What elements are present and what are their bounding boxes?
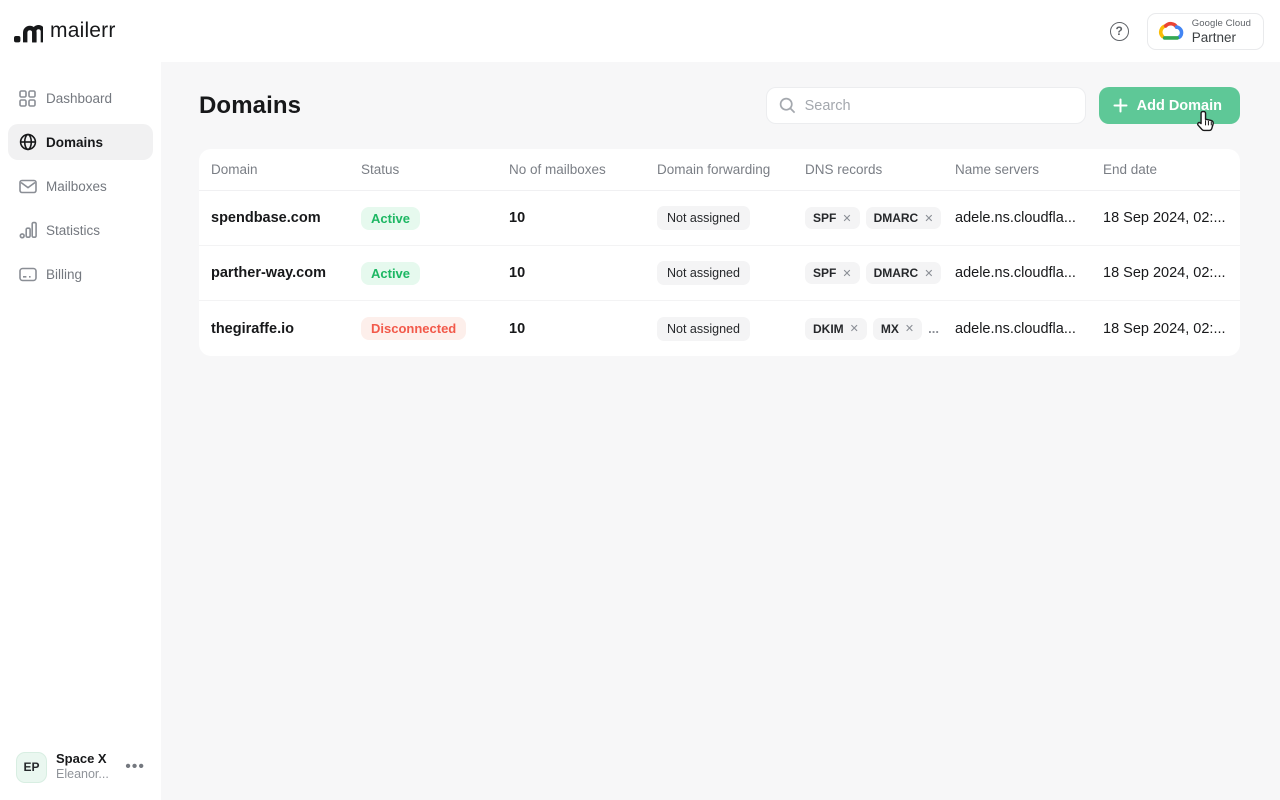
close-icon[interactable]: ✕ xyxy=(842,212,852,225)
plus-icon xyxy=(1113,98,1128,113)
bar-chart-icon xyxy=(18,221,37,240)
search-icon xyxy=(779,97,796,114)
sidebar-item-domains[interactable]: Domains xyxy=(8,124,153,160)
table-row[interactable]: spendbase.com Active 10 Not assigned SPF… xyxy=(199,191,1240,246)
dns-record-tag: DMARC ✕ xyxy=(865,207,942,229)
sidebar-item-label: Dashboard xyxy=(46,90,113,106)
sidebar-item-label: Domains xyxy=(46,134,104,150)
mail-icon xyxy=(18,177,37,196)
domains-table: Domain Status No of mailboxes Domain for… xyxy=(199,149,1240,356)
forwarding-badge: Not assigned xyxy=(657,316,750,341)
mailboxes-cell: 10 xyxy=(509,320,526,337)
dns-record-tag: DMARC ✕ xyxy=(865,262,942,284)
workspace-name: Space X xyxy=(56,751,107,767)
sidebar-item-label: Statistics xyxy=(46,222,101,238)
user-menu-ellipsis-icon[interactable]: ••• xyxy=(125,758,145,776)
col-mailboxes: No of mailboxes xyxy=(509,162,606,177)
forwarding-badge: Not assigned xyxy=(657,206,750,230)
page-title: Domains xyxy=(199,91,302,119)
close-icon[interactable]: ✕ xyxy=(849,323,859,335)
close-icon[interactable]: ✕ xyxy=(842,267,852,280)
dns-record-tag: SPF ✕ xyxy=(805,262,860,284)
sidebar: Dashboard Domains Mailboxes Statistics xyxy=(0,62,161,800)
main-content: Domains Add Domain Do xyxy=(161,62,1280,800)
status-badge: Active xyxy=(361,261,421,285)
close-icon[interactable]: ✕ xyxy=(924,267,934,280)
mailboxes-cell: 10 xyxy=(509,210,526,226)
forwarding-badge: Not assigned xyxy=(657,261,750,285)
status-badge: Disconnected xyxy=(361,317,467,340)
table-header-row: Domain Status No of mailboxes Domain for… xyxy=(199,149,1240,191)
col-domain: Domain xyxy=(211,162,258,177)
status-badge: Active xyxy=(361,206,421,230)
brand-name: mailerr xyxy=(50,19,116,42)
sidebar-item-billing[interactable]: Billing xyxy=(8,256,153,292)
nameservers-cell: adele.ns.cloudfla... xyxy=(955,265,1076,281)
nameservers-cell: adele.ns.cloudfla... xyxy=(955,210,1076,226)
col-nameservers: Name servers xyxy=(955,162,1040,177)
user-name: Eleanor... xyxy=(56,767,109,782)
dns-more-ellipsis[interactable]: ... xyxy=(928,321,939,336)
google-cloud-logo-icon xyxy=(1157,20,1184,43)
mailerr-logo-icon xyxy=(14,20,43,43)
credit-card-icon xyxy=(18,265,37,284)
add-domain-button[interactable]: Add Domain xyxy=(1098,87,1240,124)
col-enddate: End date xyxy=(1103,162,1158,177)
enddate-cell: 18 Sep 2024, 02:... xyxy=(1103,265,1226,281)
add-domain-label: Add Domain xyxy=(1136,97,1222,114)
table-row[interactable]: thegiraffe.io Disconnected 10 Not assign… xyxy=(199,301,1240,356)
dns-record-tag: MX ✕ xyxy=(872,317,923,340)
domain-cell: thegiraffe.io xyxy=(211,320,294,337)
avatar: EP xyxy=(16,751,47,783)
google-cloud-partner-badge: Google Cloud Partner xyxy=(1146,12,1264,50)
sidebar-item-label: Billing xyxy=(46,266,83,282)
close-icon[interactable]: ✕ xyxy=(904,323,915,335)
domain-cell: spendbase.com xyxy=(211,210,321,226)
enddate-cell: 18 Sep 2024, 02:... xyxy=(1103,210,1226,226)
close-icon[interactable]: ✕ xyxy=(924,212,934,225)
sidebar-item-mailboxes[interactable]: Mailboxes xyxy=(8,168,153,204)
app-logo: mailerr xyxy=(14,19,116,43)
search-input[interactable] xyxy=(804,97,1073,114)
dns-record-tag: DKIM ✕ xyxy=(805,317,867,340)
sidebar-item-label: Mailboxes xyxy=(46,178,107,194)
mailboxes-cell: 10 xyxy=(509,265,526,281)
nameservers-cell: adele.ns.cloudfla... xyxy=(955,320,1076,337)
workspace-user-row[interactable]: EP Space X Eleanor... ••• xyxy=(16,751,145,783)
dns-record-tag: SPF ✕ xyxy=(805,207,860,229)
col-dns: DNS records xyxy=(805,162,883,177)
col-status: Status xyxy=(361,162,400,177)
domain-cell: parther-way.com xyxy=(211,265,326,281)
col-forwarding: Domain forwarding xyxy=(657,162,771,177)
sidebar-item-dashboard[interactable]: Dashboard xyxy=(8,80,153,116)
partner-badge-line1: Google Cloud xyxy=(1191,17,1251,29)
sidebar-item-statistics[interactable]: Statistics xyxy=(8,212,153,248)
search-box xyxy=(765,87,1086,124)
globe-icon xyxy=(18,133,37,152)
top-header: mailerr ? Google Cloud Partner xyxy=(0,0,1280,62)
partner-badge-line2: Partner xyxy=(1191,29,1236,45)
enddate-cell: 18 Sep 2024, 02:... xyxy=(1103,320,1226,337)
grid-icon xyxy=(18,89,37,108)
help-icon[interactable]: ? xyxy=(1109,21,1129,41)
table-row[interactable]: parther-way.com Active 10 Not assigned S… xyxy=(199,246,1240,301)
